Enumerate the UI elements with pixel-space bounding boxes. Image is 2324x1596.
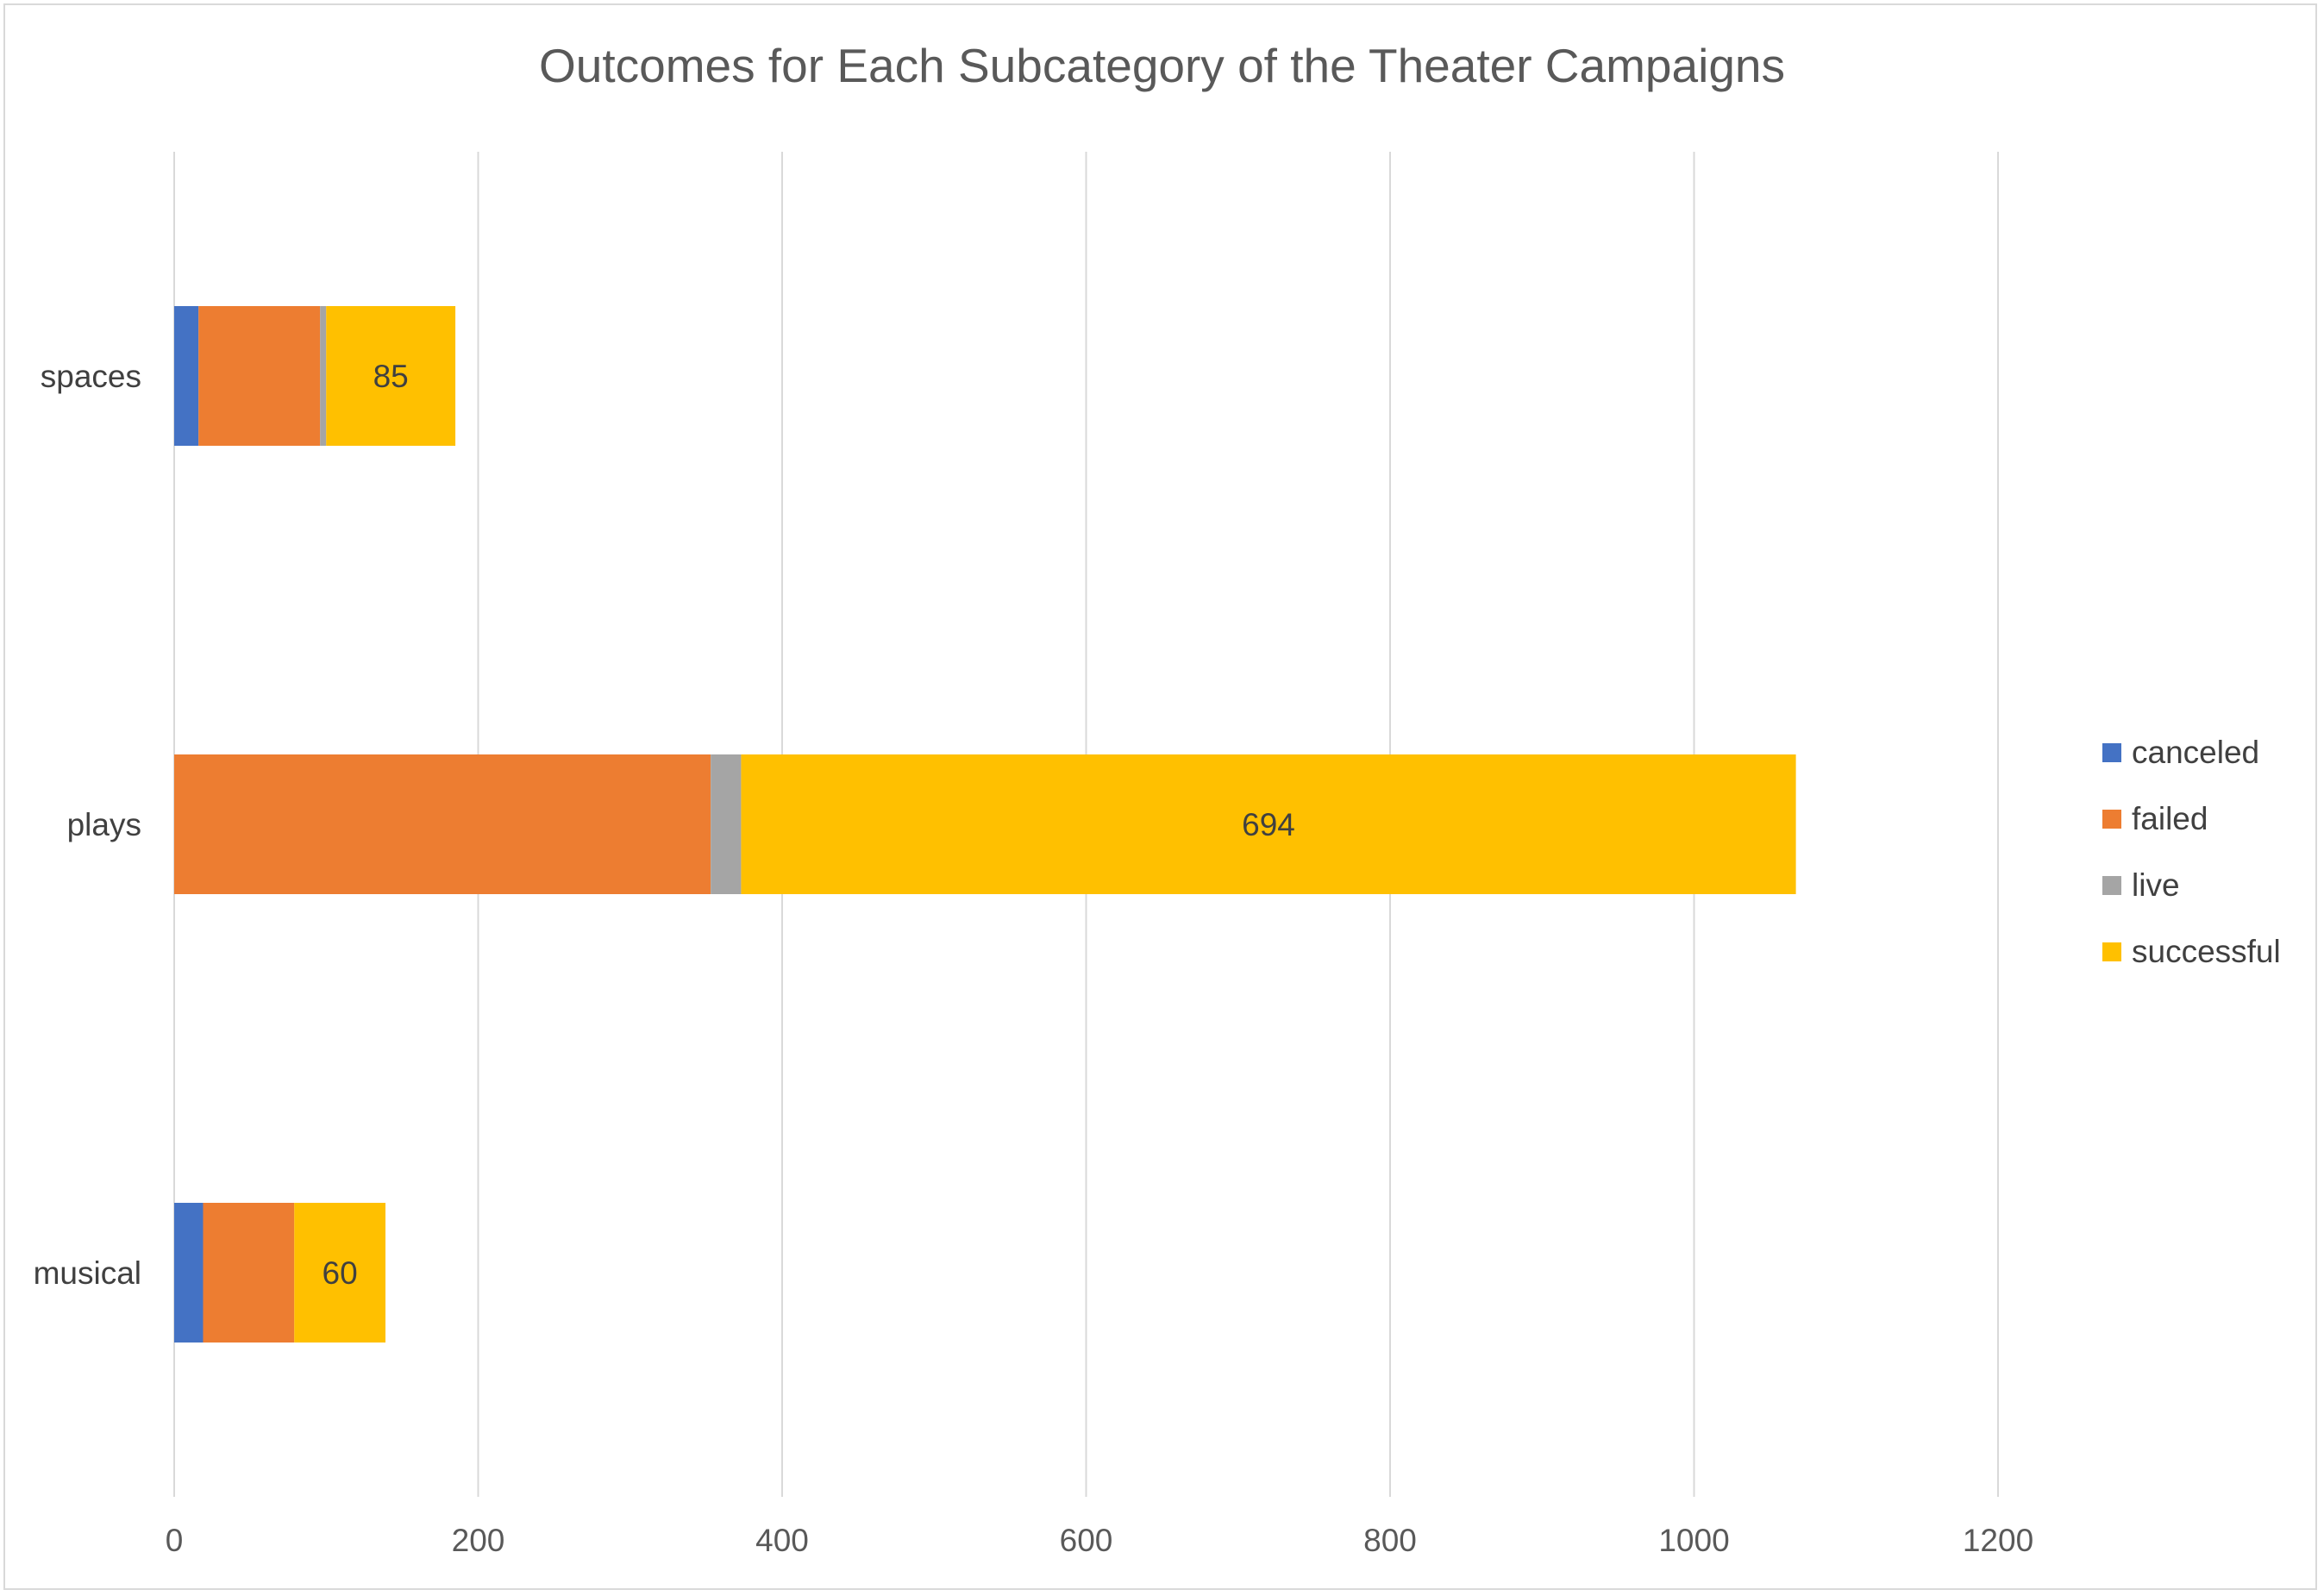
- bar-segment-failed: [198, 306, 321, 446]
- legend-label: canceled: [2132, 735, 2259, 770]
- x-tick-label: 800: [1363, 1523, 1417, 1558]
- legend-label: live: [2132, 867, 2180, 903]
- legend-swatch-canceled: [2102, 743, 2121, 762]
- x-tick-label: 400: [755, 1523, 809, 1558]
- data-label: 60: [323, 1255, 358, 1291]
- x-tick-label: 1200: [1963, 1523, 2033, 1558]
- chart-title: Outcomes for Each Subcategory of the The…: [538, 39, 1786, 92]
- chart-svg: 0 200 400 600 800 1000 1200 spaces 85 plays 694 mus…: [34, 152, 2281, 1558]
- category-label: plays: [67, 807, 141, 842]
- category-label: musical: [34, 1255, 141, 1291]
- legend-swatch-successful: [2102, 942, 2121, 961]
- bar-segment-successful: [326, 306, 456, 446]
- x-tick-label: 0: [166, 1523, 184, 1558]
- bar-segment-canceled: [174, 1203, 204, 1343]
- legend-swatch-failed: [2102, 810, 2121, 829]
- x-tick-label: 600: [1060, 1523, 1113, 1558]
- legend-label: failed: [2132, 801, 2208, 836]
- bar-segment-successful: [294, 1203, 385, 1343]
- bar-segment-failed: [203, 1203, 295, 1343]
- data-label: 85: [373, 359, 409, 394]
- chart-frame: Outcomes for Each Subcategory of the The…: [3, 3, 2317, 1590]
- category-label: spaces: [41, 359, 141, 394]
- bar-segment-live: [711, 754, 742, 894]
- bar-segment-failed: [174, 754, 711, 894]
- legend-swatch-live: [2102, 876, 2121, 895]
- x-tick-label: 1000: [1658, 1523, 1729, 1558]
- legend-label: successful: [2132, 934, 2281, 969]
- bar-segment-successful: [741, 754, 1796, 894]
- bar-segment-canceled: [174, 306, 199, 446]
- bar-segment-live: [320, 306, 327, 446]
- x-tick-label: 200: [452, 1523, 505, 1558]
- data-label: 694: [1242, 807, 1295, 842]
